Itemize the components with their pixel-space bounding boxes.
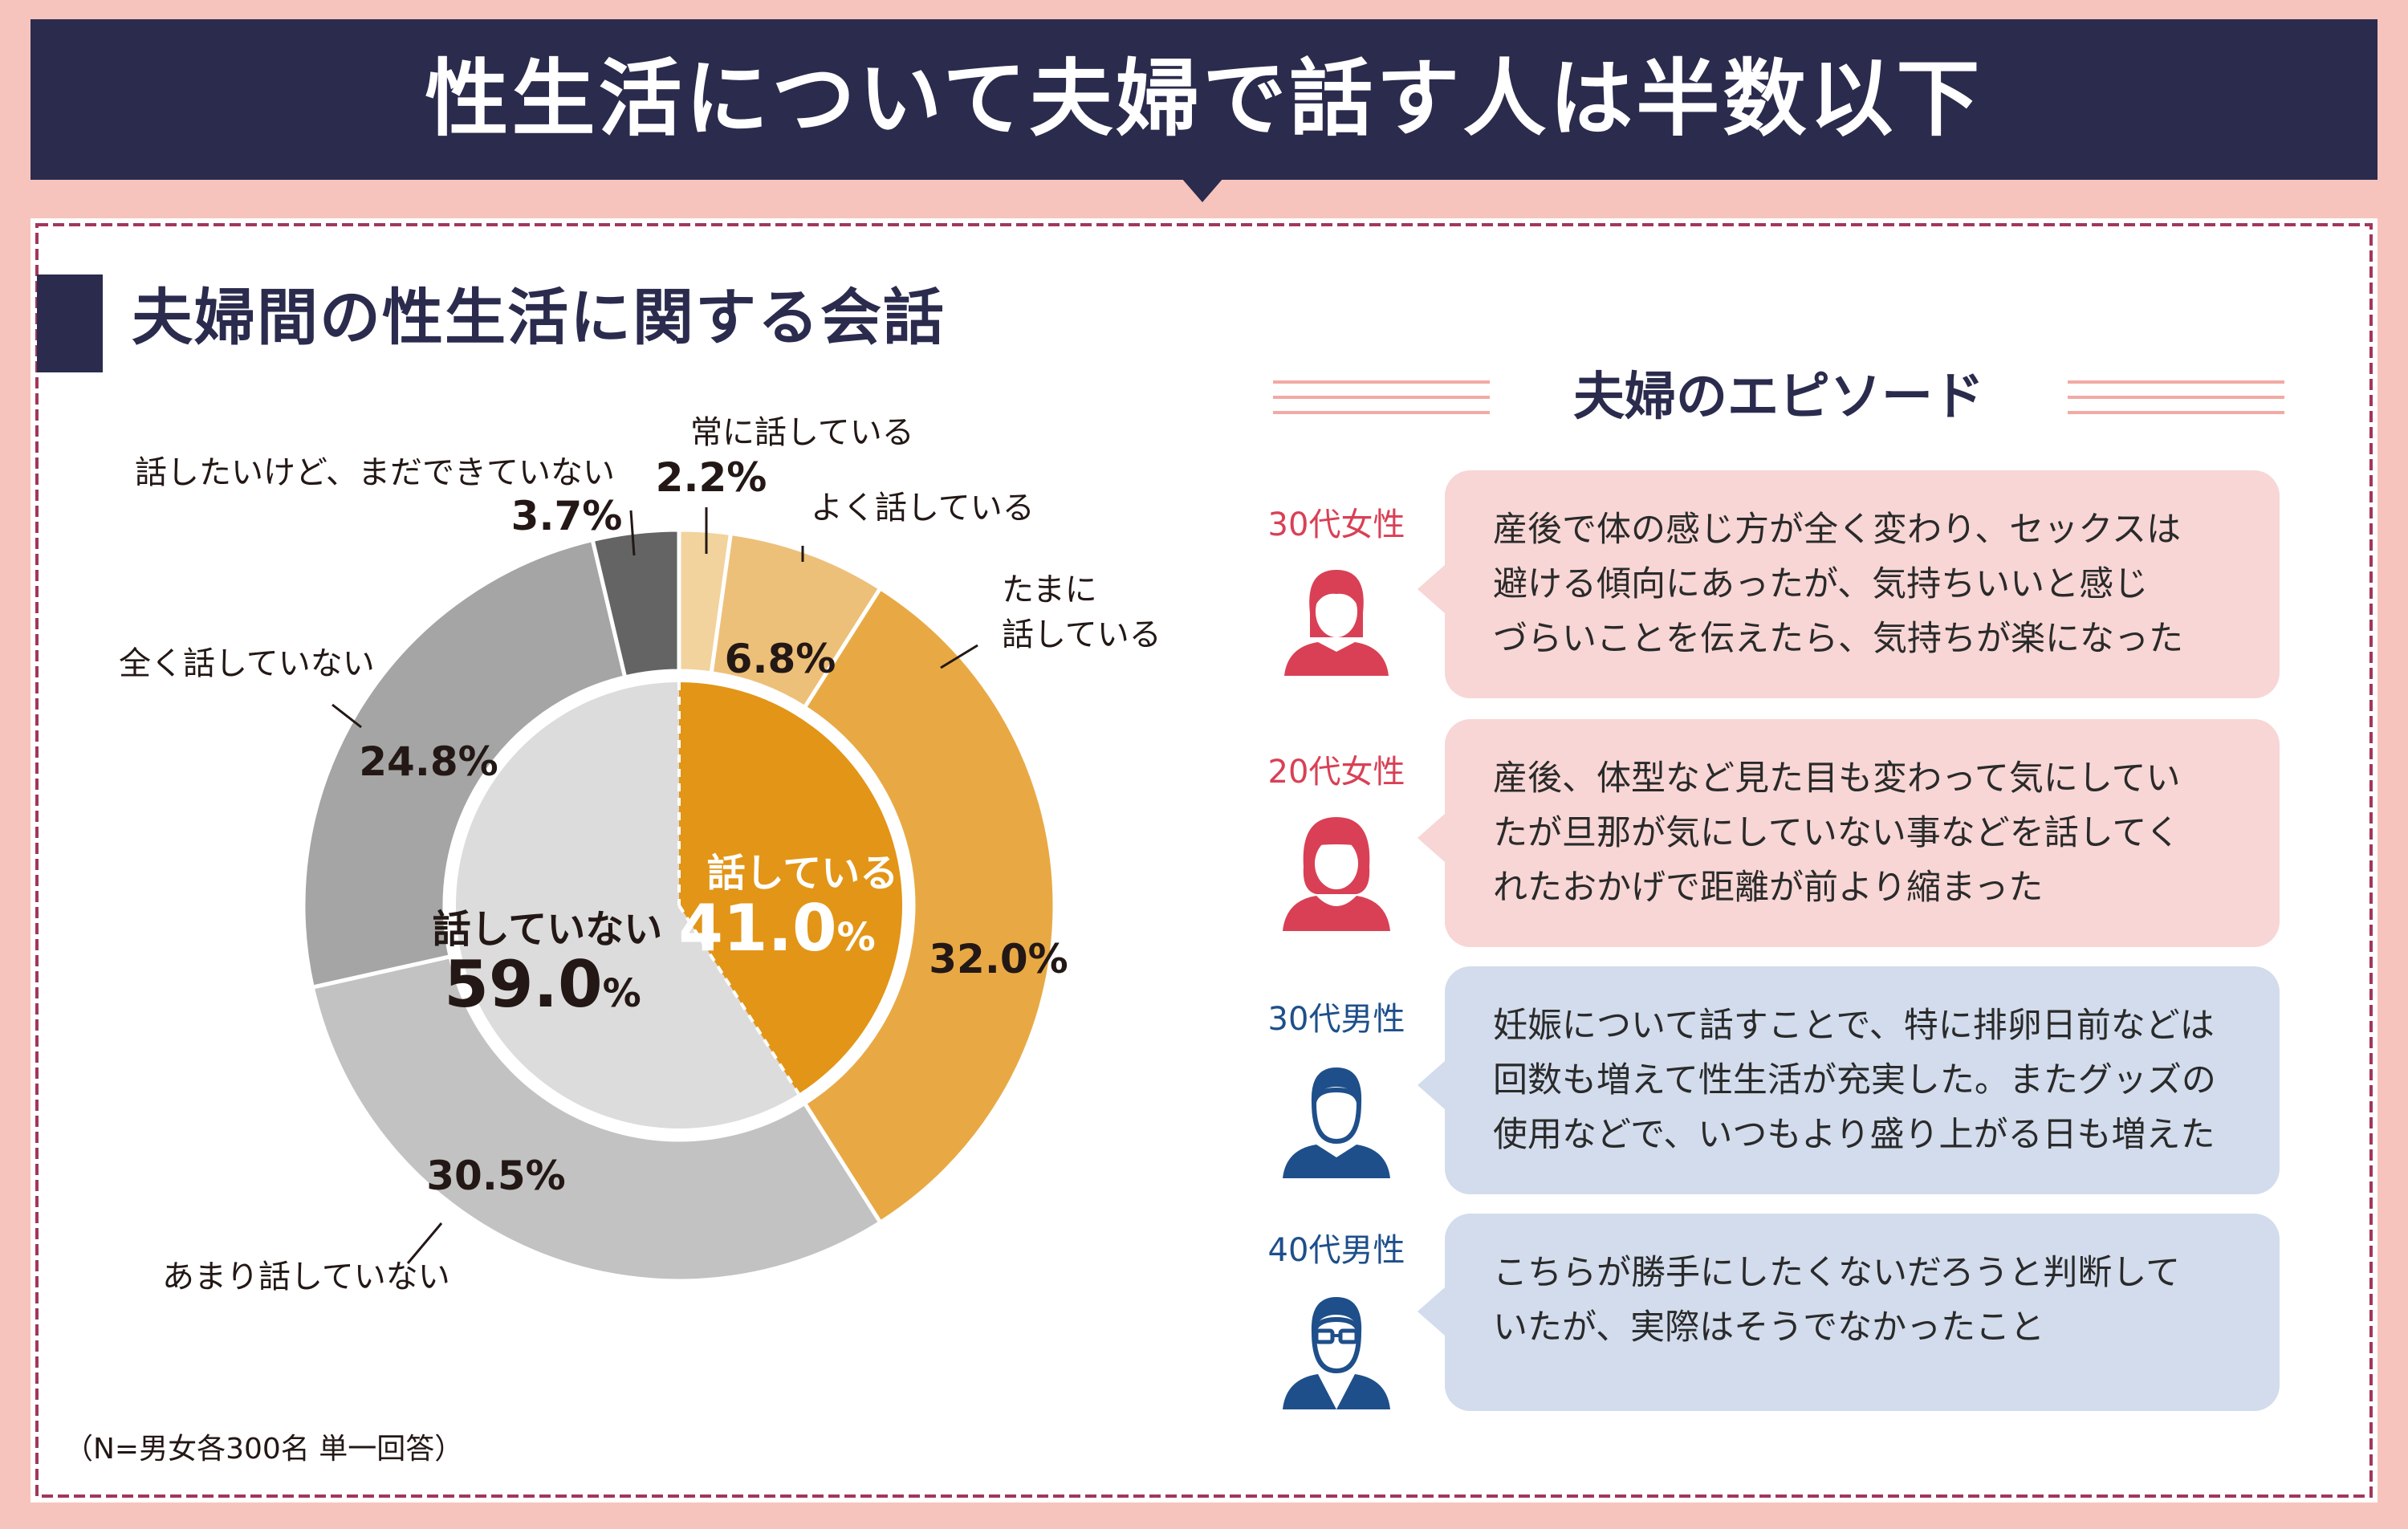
episode-person: 30代女性 [1252,470,1421,676]
header-rule [2068,411,2284,414]
outer-slice [590,527,681,680]
man-glasses-suit-icon [1283,1297,1390,1409]
bubble-tail [1418,814,1445,862]
title-banner: 性生活について夫婦で話す人は半数以下 [31,19,2377,180]
episode-bubble: こちらが勝手にしたくないだろうと判断して いたが、実際はそうでなかったこと [1418,1214,2280,1411]
episode-card: 30代女性 産後で体の感じ方が全く変わり、セックスは 避ける傾向にあったが、気持… [1252,470,2288,698]
episode-person: 40代男性 [1252,1214,1421,1409]
donut-chart: 2.2% 6.8% 32.0% 30.5% 24.8% 3.7% 常に話しているよく話してい… [119,414,1161,1295]
section-title: 夫婦間の性生活に関する会話 [132,282,946,353]
slice-category-label: 話したいけど、まだできていない [135,454,615,491]
header-rule [1273,396,1490,399]
episode-card: 30代男性 妊娠について話すことで、特に排卵日前などは 回数も増えて性生活が充実… [1252,966,2288,1194]
inner-slice-not-talking [456,681,799,1128]
slice-value-label: 24.8% [359,738,498,785]
woman-long-hair-icon [1284,570,1389,676]
episode-bubble: 産後で体の感じ方が全く変わり、セックスは 避ける傾向にあったが、気持ちいいと感じ… [1418,470,2280,698]
bubble-tail [1418,1061,1445,1109]
episode-text: 妊娠について話すことで、特に排卵日前などは 回数も増えて性生活が充実した。またグ… [1493,1006,2216,1155]
episode-text: 産後で体の感じ方が全く変わり、セックスは 避ける傾向にあったが、気持ちいいと感じ… [1493,510,2183,659]
header-rule [2068,396,2284,399]
episode-age: 30代男性 [1267,1001,1405,1038]
episode-person: 30代男性 [1252,966,1421,1178]
episodes-header: 夫婦のエピソード [1273,361,2284,433]
episode-card: 20代女性 産後、体型など見た目も変わって気にしてい たが旦那が気にしていない事… [1252,719,2288,947]
leader-line [332,703,362,729]
slice-category-label: あまり話していない [162,1259,450,1295]
inner-label-not-talking: 話していない [433,907,663,952]
header-rule [2068,380,2284,384]
slice-category-label: たまに [1002,571,1097,608]
episodes-title: 夫婦のエピソード [1573,368,1984,427]
episode-bubble: 妊娠について話すことで、特に排卵日前などは 回数も増えて性生活が充実した。またグ… [1418,966,2280,1194]
man-icon [1283,1067,1390,1178]
leader-line [940,644,978,669]
footnote: （N=男女各300名 単一回答） [64,1433,464,1466]
slice-category-label: 話している [1002,616,1161,653]
bubble-tail [1418,1287,1445,1336]
slice-value-label: 32.0% [929,936,1068,982]
episode-text: こちらが勝手にしたくないだろうと判断して いたが、実際はそうでなかったこと [1493,1253,2181,1348]
woman-bob-hair-icon [1283,817,1390,931]
inner-unit-not-talking: % [603,971,641,1016]
leader-line [629,510,636,556]
inner-unit-talking: % [837,915,876,960]
page-title: 性生活について夫婦で話す人は半数以下 [425,50,1983,148]
leader-line [406,1222,443,1264]
slice-value-label: 30.5% [426,1153,565,1199]
episode-person: 20代女性 [1252,719,1421,931]
slice-value-label: 6.8% [725,636,836,682]
banner-pointer [1182,178,1223,202]
episode-bubble: 産後、体型など見た目も変わって気にしてい たが旦那が気にしていない事などを話して… [1418,719,2280,947]
panel-border [35,223,2373,1498]
episode-age: 20代女性 [1267,754,1405,791]
header-rule [1273,411,1490,414]
slice-category-label: 全く話していない [119,645,375,682]
slice-value-label: 3.7% [511,493,623,539]
section-bar [37,274,103,372]
episode-age: 40代男性 [1267,1232,1405,1269]
slice-category-label: 常に話している [690,414,914,451]
slice-value-label: 2.2% [656,454,767,501]
episode-text: 産後、体型など見た目も変わって気にしてい たが旦那が気にしていない事などを話して… [1493,758,2181,908]
inner-label-talking: 話している [707,851,899,896]
episode-age: 30代女性 [1267,506,1405,543]
episode-card: 40代男性 こちらが勝手にしたくないだろうと判断して いたが、実際はそうでなかっ… [1252,1214,2288,1411]
header-rule [1273,380,1490,384]
bubble-tail [1418,565,1445,613]
slice-category-label: よく話している [811,490,1035,527]
